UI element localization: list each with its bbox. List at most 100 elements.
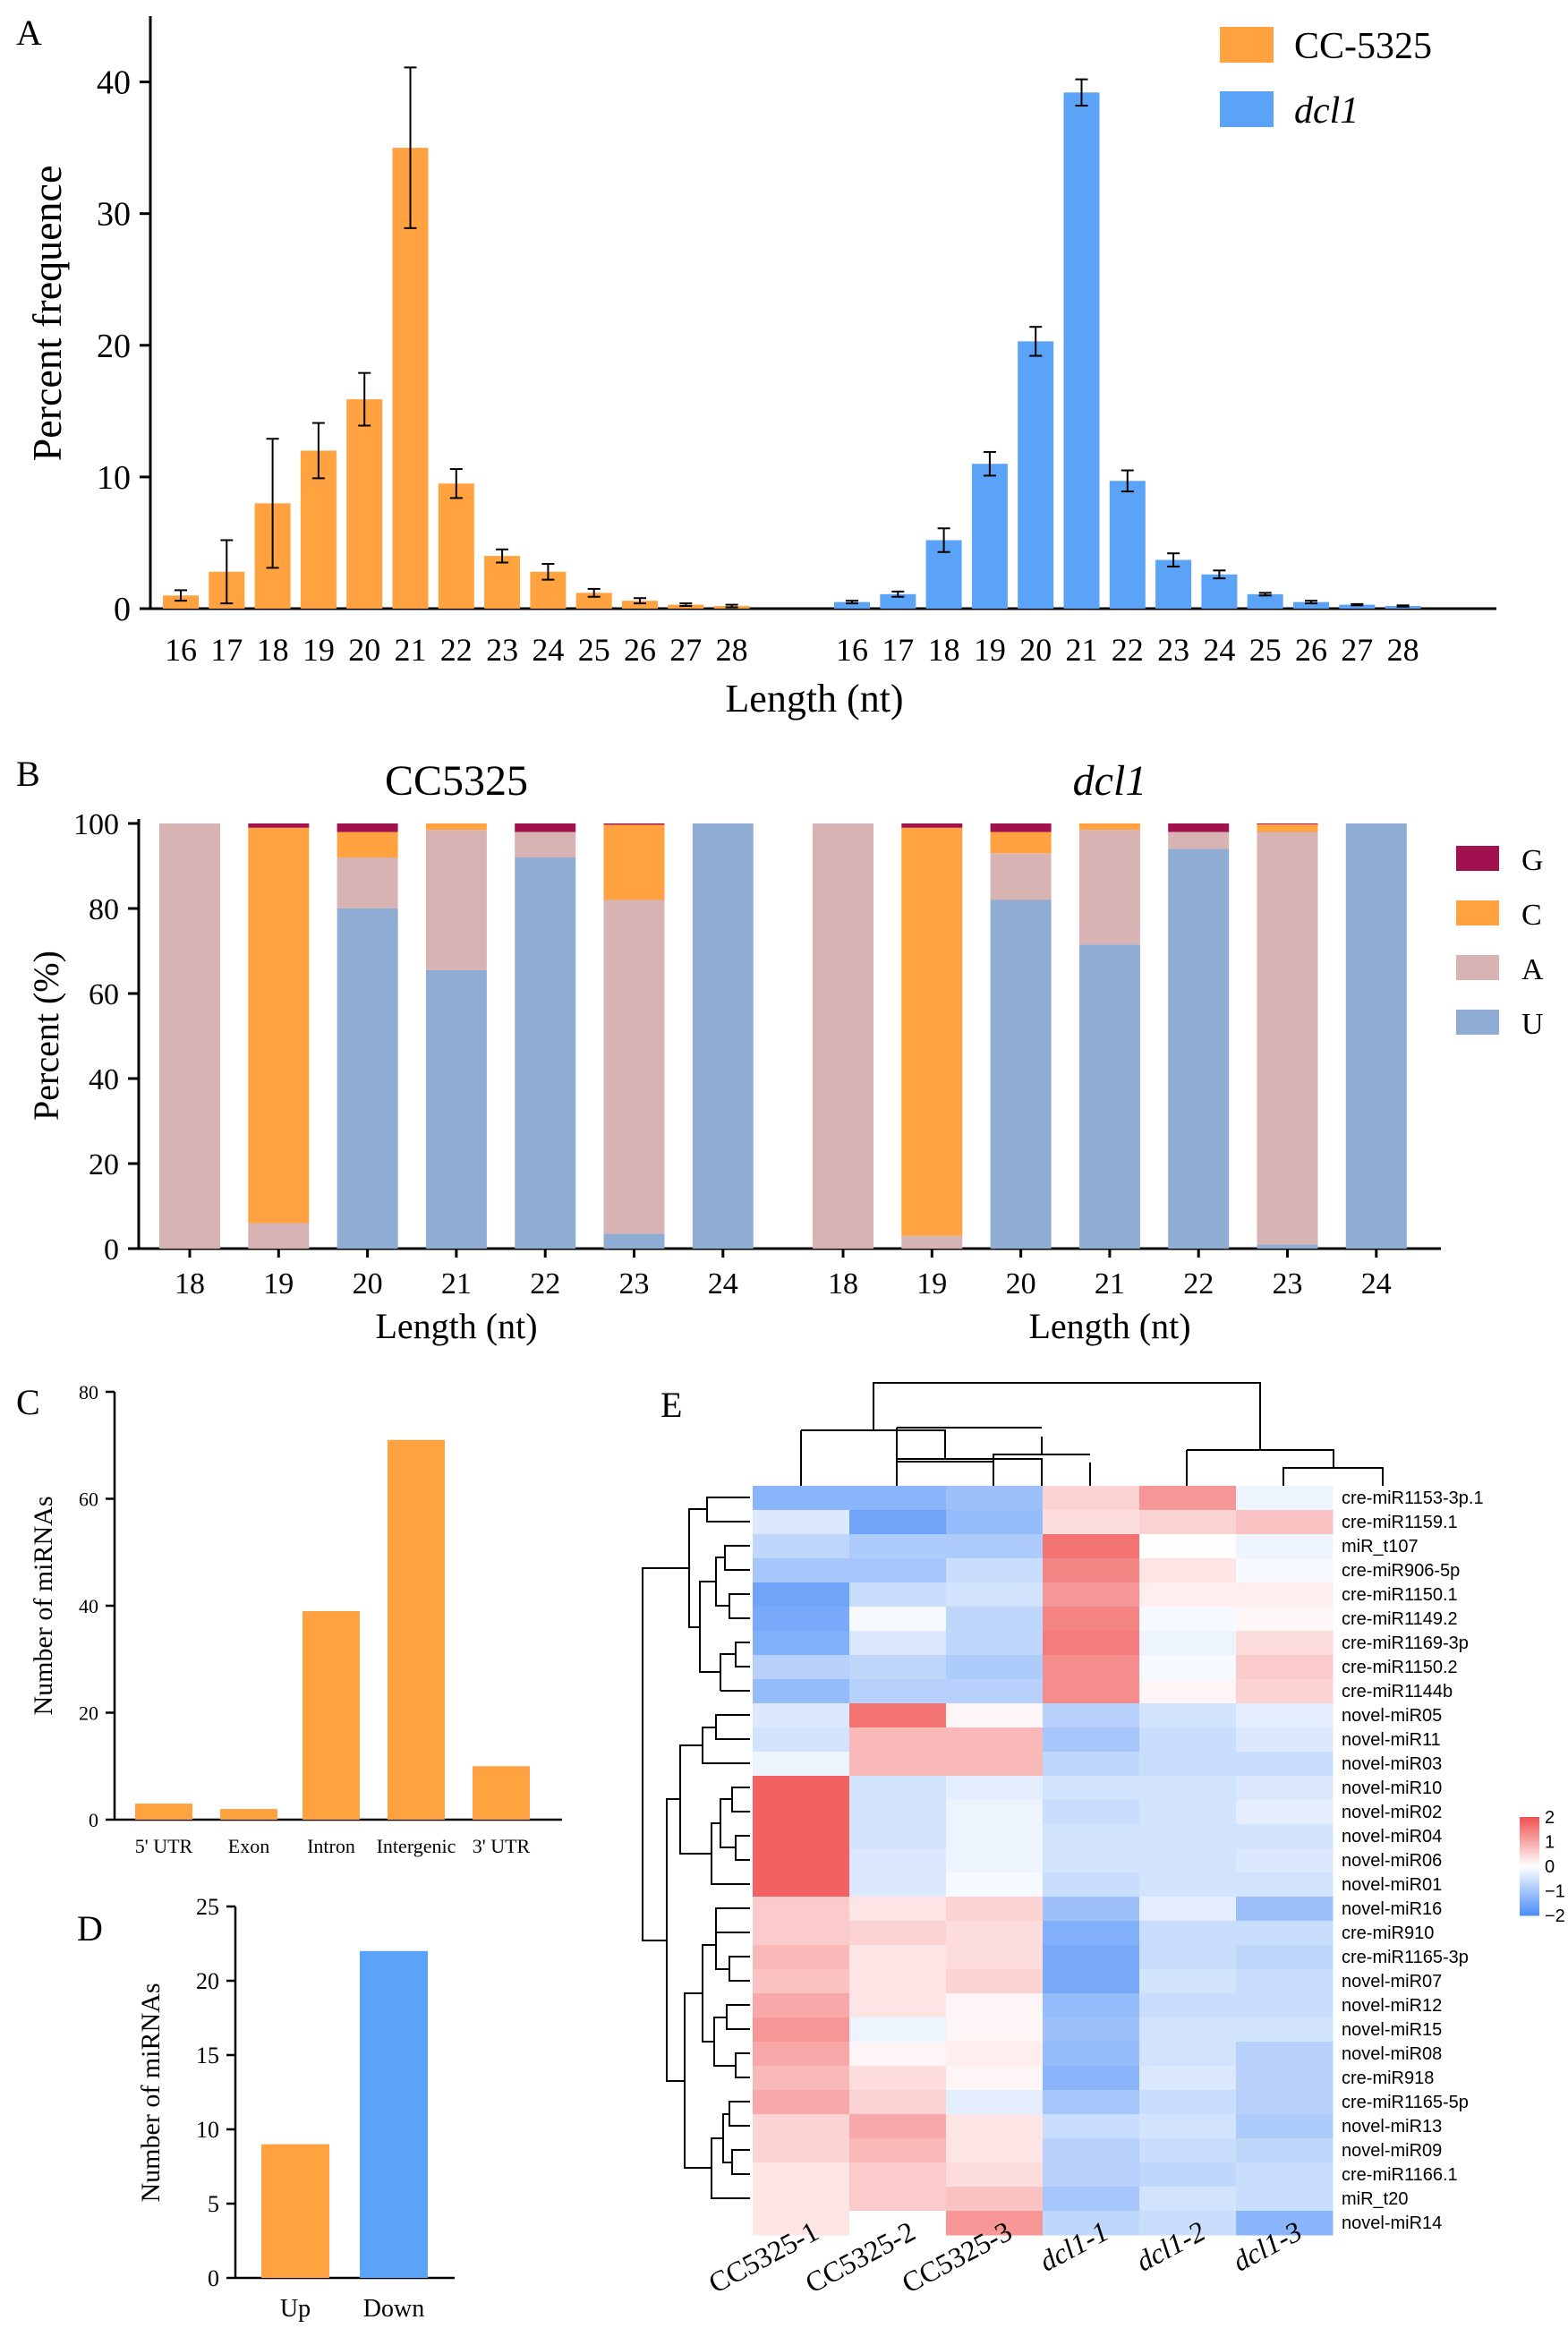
y-tick-label: 60 (79, 1488, 98, 1511)
heat-cell (946, 1848, 1044, 1873)
heat-cell (1236, 1534, 1334, 1559)
x-tick-label: 22 (1112, 632, 1144, 668)
x-tick-label: Up (280, 2295, 311, 2323)
heat-cell (946, 1921, 1044, 1946)
heat-cell (753, 2162, 850, 2188)
heat-cell (946, 1703, 1044, 1728)
heat-cell (1139, 1510, 1237, 1535)
heat-cell (1139, 1872, 1237, 1898)
panel-a-bars (163, 66, 1421, 610)
heat-cell (849, 1607, 947, 1632)
panel-b-y-ticks: 0 20 40 60 80 100 (73, 808, 139, 1267)
heat-cell (946, 2162, 1044, 2188)
heat-cell (849, 1582, 947, 1608)
colorbar-segment (1520, 1847, 1539, 1850)
heat-cell (753, 1945, 850, 1970)
heat-cell (1236, 1631, 1334, 1656)
heat-cell (1236, 1582, 1334, 1608)
bar-CC5325-20-C (337, 832, 398, 857)
y-tick-label: 40 (79, 1595, 98, 1617)
bar-dcl1-20 (1018, 341, 1054, 609)
heat-cell (946, 1655, 1044, 1680)
colorbar-segment (1520, 1896, 1539, 1899)
x-tick-label: 24 (1203, 632, 1235, 668)
heat-cell (1236, 2114, 1334, 2139)
x-tick-label: 27 (669, 632, 702, 668)
bar-dcl1-26 (1293, 601, 1329, 609)
colorbar-segment (1520, 1871, 1539, 1874)
panel-a-x-ticks: 16 17 18 19 20 21 22 23 24 25 26 27 28 16 17 18 19 20 21 22… (165, 632, 1419, 668)
heat-cell (1236, 1752, 1334, 1777)
heat-cell (946, 1607, 1044, 1632)
row-label: cre-miR918 (1342, 2068, 1434, 2088)
heat-cell (1236, 1558, 1334, 1583)
x-tick-label: 16 (165, 632, 197, 668)
heat-cell (1139, 2211, 1237, 2236)
y-tick-label: 20 (196, 1968, 219, 1994)
row-label: cre-miR1169-3p (1342, 1633, 1469, 1653)
legend-label-C: C (1521, 899, 1542, 932)
panel-e-row-labels: cre-miR1153-3p.1 cre-miR1159.1 miR_t107cre… (1342, 1488, 1484, 2233)
y-tick-label: 40 (89, 1063, 119, 1096)
heat-cell (1043, 1848, 1140, 1873)
bar-dcl1-21-A (1078, 830, 1140, 945)
heat-cell (1236, 1679, 1334, 1704)
colorbar-segment (1520, 1881, 1539, 1884)
heat-cell (849, 1872, 947, 1898)
heat-cell (1236, 1848, 1334, 1873)
legend-label-dcl1: dcl1 (1294, 90, 1359, 132)
panel-e: E cre-miR1153-3p.1 cre-miR1159.1 miR_t107c… (642, 1382, 1565, 2299)
row-label: novel-miR15 (1342, 2020, 1442, 2040)
heat-cell (1043, 1824, 1140, 1849)
heat-cell (1139, 2017, 1237, 2043)
colorbar-segment (1520, 1851, 1539, 1855)
heat-cell (1043, 2042, 1140, 2067)
heat-cell (753, 1752, 850, 1777)
heat-cell (1043, 1897, 1140, 1922)
panel-b-subtitle-cc5325: CC5325 (385, 757, 528, 805)
heat-cell (1043, 1607, 1140, 1632)
x-tick-label: 18 (828, 1267, 858, 1301)
y-tick-label: 60 (89, 978, 119, 1011)
heat-cell (849, 1824, 947, 1849)
heat-cell (1236, 2211, 1334, 2236)
row-label: cre-miR1149.2 (1342, 1609, 1458, 1629)
x-tick-label: 23 (1157, 632, 1189, 668)
heat-cell (753, 1800, 850, 1825)
colorbar-segment (1520, 1864, 1539, 1867)
panel-d-letter: D (77, 1908, 103, 1949)
bar-CC-5325-16 (163, 595, 199, 609)
bar-CC-5325-25 (575, 593, 612, 609)
heat-cell (849, 2162, 947, 2188)
bar-dcl1-23-A (1257, 832, 1318, 1245)
heat-cell (1236, 2066, 1334, 2091)
x-tick-label: 19 (303, 632, 335, 668)
row-label: cre-miR1165-3p (1342, 1948, 1469, 1967)
panel-c: C 0 20 40 60 80 5' UTR Exon Intron Intergenic 3'… (16, 1381, 562, 1857)
heat-cell (1139, 1969, 1237, 1994)
heat-cell (946, 1534, 1044, 1559)
row-label: novel-miR05 (1342, 1706, 1442, 1726)
heat-cell (1139, 1897, 1237, 1922)
bar-CC5325-21-U (425, 969, 487, 1249)
heat-cell (1043, 2187, 1140, 2212)
heat-cell (753, 1558, 850, 1583)
bar-CC5325-19-C (248, 827, 310, 1224)
colorbar-segment (1520, 1900, 1539, 1904)
x-tick-label: 17 (210, 632, 243, 668)
bar-dcl1-21-U (1078, 944, 1140, 1249)
heat-cell (1043, 1993, 1140, 2018)
legend-label-A: A (1521, 953, 1544, 986)
colorbar-segment (1520, 1841, 1539, 1845)
heat-cell (753, 1727, 850, 1753)
bar-dcl1-21-C (1078, 823, 1140, 831)
bar-CC5325-23-C (603, 824, 665, 900)
colorbar-segment (1520, 1907, 1539, 1911)
heat-cell (1139, 1631, 1237, 1656)
heat-cell (753, 1655, 850, 1680)
bar-dcl1-20-C (990, 832, 1052, 854)
bar-CC5325-20-G (337, 823, 398, 832)
heat-cell (753, 1824, 850, 1849)
heat-cell (946, 1897, 1044, 1922)
